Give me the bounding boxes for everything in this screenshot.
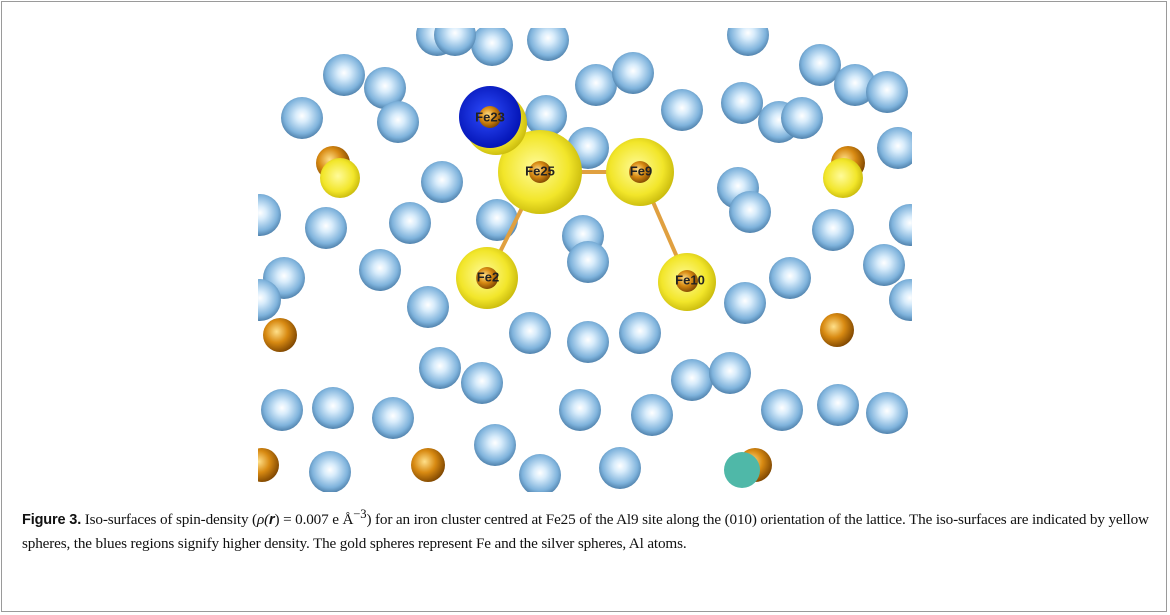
atom (812, 209, 854, 251)
atom (863, 244, 905, 286)
atom (724, 282, 766, 324)
atom (377, 101, 419, 143)
atom (323, 54, 365, 96)
atom (309, 451, 351, 493)
atom (567, 241, 609, 283)
atom (619, 312, 661, 354)
atom-label: Fe2 (477, 269, 499, 284)
caption: Figure 3. Iso-surfaces of spin-density (… (22, 502, 1152, 556)
atom (239, 279, 281, 321)
atom-label: Fe10 (675, 272, 705, 287)
page: Fe23 Fe25 Fe9 Fe2 Fe10 Figure 3. Iso-sur… (0, 0, 1170, 615)
atom (727, 14, 769, 56)
atom (817, 384, 859, 426)
atom (239, 194, 281, 236)
atom (724, 452, 760, 488)
atom (721, 82, 763, 124)
caption-math: −3 (353, 507, 366, 521)
atom (769, 257, 811, 299)
atom (866, 392, 908, 434)
atom (320, 158, 360, 198)
atom (389, 202, 431, 244)
atom (729, 191, 771, 233)
atom (519, 454, 561, 496)
atom (281, 97, 323, 139)
atom (474, 424, 516, 466)
atom-label: Fe25 (525, 163, 555, 178)
atom (372, 397, 414, 439)
atom (305, 207, 347, 249)
atom (781, 97, 823, 139)
caption-math: ) = 0.007 e Å (275, 511, 354, 528)
atom (820, 313, 854, 347)
caption-label: Figure 3. (22, 512, 81, 528)
atom (823, 158, 863, 198)
atom (612, 52, 654, 94)
atom (471, 24, 513, 66)
atom (419, 347, 461, 389)
atom (434, 14, 476, 56)
atom (709, 352, 751, 394)
caption-text: Iso-surfaces of spin-density ( (81, 511, 257, 528)
atom (421, 161, 463, 203)
atom (877, 127, 919, 169)
atom-label: Fe9 (630, 163, 652, 178)
caption-math: ρ( (257, 511, 269, 528)
atom (559, 389, 601, 431)
atom (407, 286, 449, 328)
atom (359, 249, 401, 291)
atom (461, 362, 503, 404)
atom (312, 387, 354, 429)
atom (575, 64, 617, 106)
atom (889, 204, 931, 246)
atom (476, 199, 518, 241)
atom (631, 394, 673, 436)
lattice: Fe23 Fe25 Fe9 Fe2 Fe10 (239, 14, 931, 496)
atom (866, 71, 908, 113)
atom (661, 89, 703, 131)
atom (527, 19, 569, 61)
atom (761, 389, 803, 431)
atom (411, 448, 445, 482)
atom-label: Fe23 (475, 109, 505, 124)
atom (509, 312, 551, 354)
atom (567, 321, 609, 363)
atom (263, 318, 297, 352)
atom (671, 359, 713, 401)
atom (245, 448, 279, 482)
atom (889, 279, 931, 321)
atom (599, 447, 641, 489)
atom (261, 389, 303, 431)
